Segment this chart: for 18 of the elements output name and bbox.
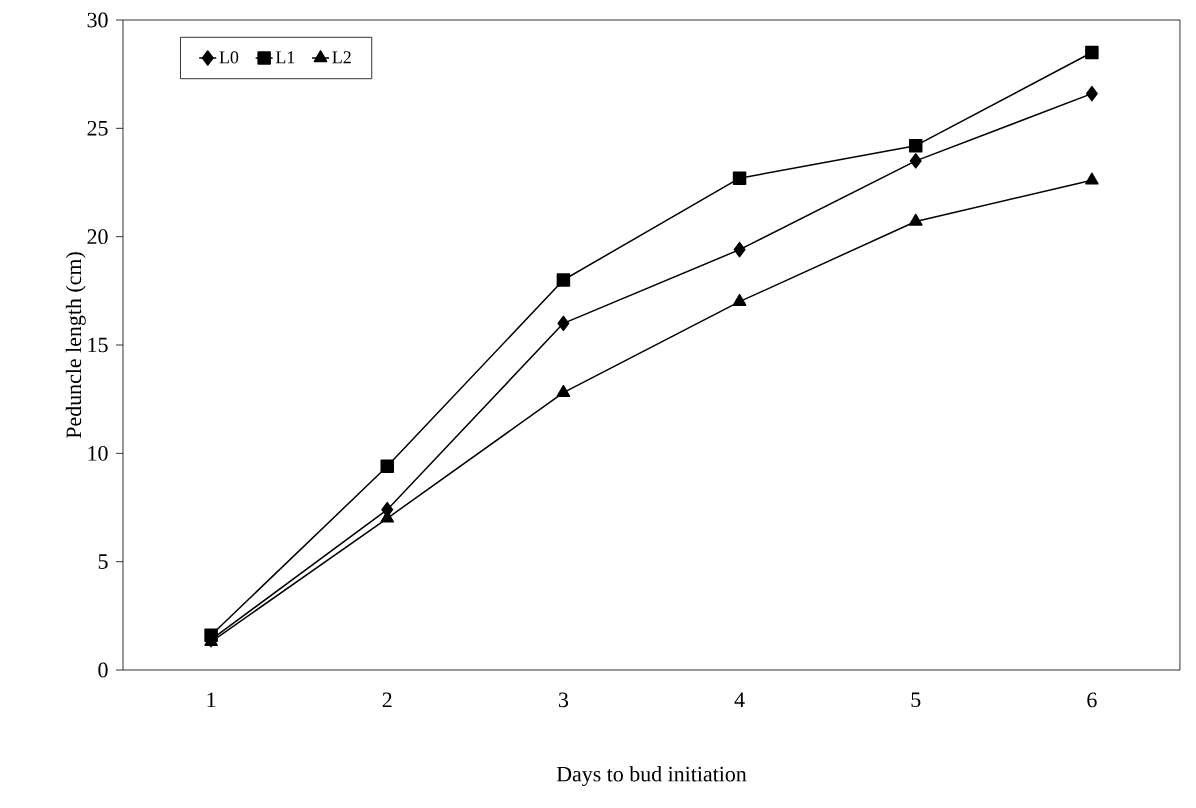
- y-tick-label: 10: [88, 445, 108, 461]
- y-tick-label: 5: [98, 554, 108, 569]
- x-tick-label: 6: [1087, 692, 1097, 708]
- legend-label: L0: [219, 51, 239, 64]
- legend-label: L1: [275, 51, 295, 64]
- legend-label: L2: [332, 51, 351, 64]
- x-axis-title: Days to bud initiation: [556, 766, 747, 787]
- x-tick-label: 2: [382, 692, 392, 708]
- y-tick-label: 0: [98, 662, 108, 678]
- y-tick-label: 20: [87, 229, 108, 245]
- y-tick-label: 30: [87, 12, 108, 28]
- x-tick-label: 5: [911, 692, 921, 708]
- y-tick-label: 15: [88, 337, 108, 353]
- y-tick-label: 25: [87, 120, 108, 136]
- x-tick-label: 4: [734, 692, 745, 707]
- x-tick-label: 3: [558, 692, 569, 708]
- y-axis-title: Peduncle length (cm): [65, 252, 86, 439]
- x-tick-label: 1: [207, 692, 216, 707]
